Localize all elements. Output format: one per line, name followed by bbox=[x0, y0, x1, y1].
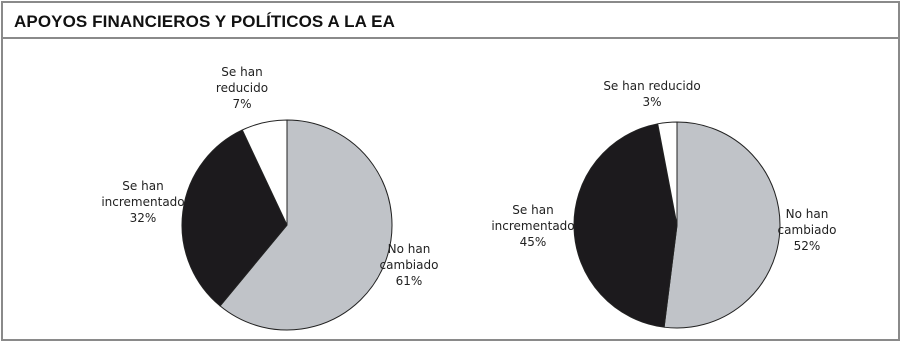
pie-label-no-han-cambiado: No han cambiado 52% bbox=[778, 207, 837, 253]
pie-label-se-han-reducido: Se han reducido 7% bbox=[216, 65, 268, 111]
title-bar: APOYOS FINANCIEROS Y POLÍTICOS A LA EA bbox=[3, 3, 898, 39]
pie-label-se-han-incrementado: Se han incrementado 32% bbox=[101, 179, 184, 225]
pie-label-no-han-cambiado: No han cambiado 61% bbox=[380, 242, 439, 288]
pie-slice-no-han-cambiado bbox=[219, 119, 393, 331]
pie-label-se-han-reducido: Se han reducido 3% bbox=[603, 79, 700, 109]
page-title: APOYOS FINANCIEROS Y POLÍTICOS A LA EA bbox=[14, 12, 395, 31]
pie-label-se-han-incrementado: Se han incrementado 45% bbox=[491, 203, 574, 249]
pie-slice-se-han-incrementado bbox=[181, 129, 288, 307]
pie-slice-se-han-incrementado bbox=[573, 123, 678, 328]
pie-chart-1: No han cambiado 61% Se han incrementado 32% Se… bbox=[101, 65, 439, 331]
pie-slice-se-han-reducido bbox=[657, 121, 678, 226]
pie-chart-2: No han cambiado 52% Se han incrementado 45% Se… bbox=[491, 79, 837, 329]
pie-slice-se-han-reducido bbox=[241, 119, 288, 226]
pie-slice-no-han-cambiado bbox=[663, 121, 781, 329]
